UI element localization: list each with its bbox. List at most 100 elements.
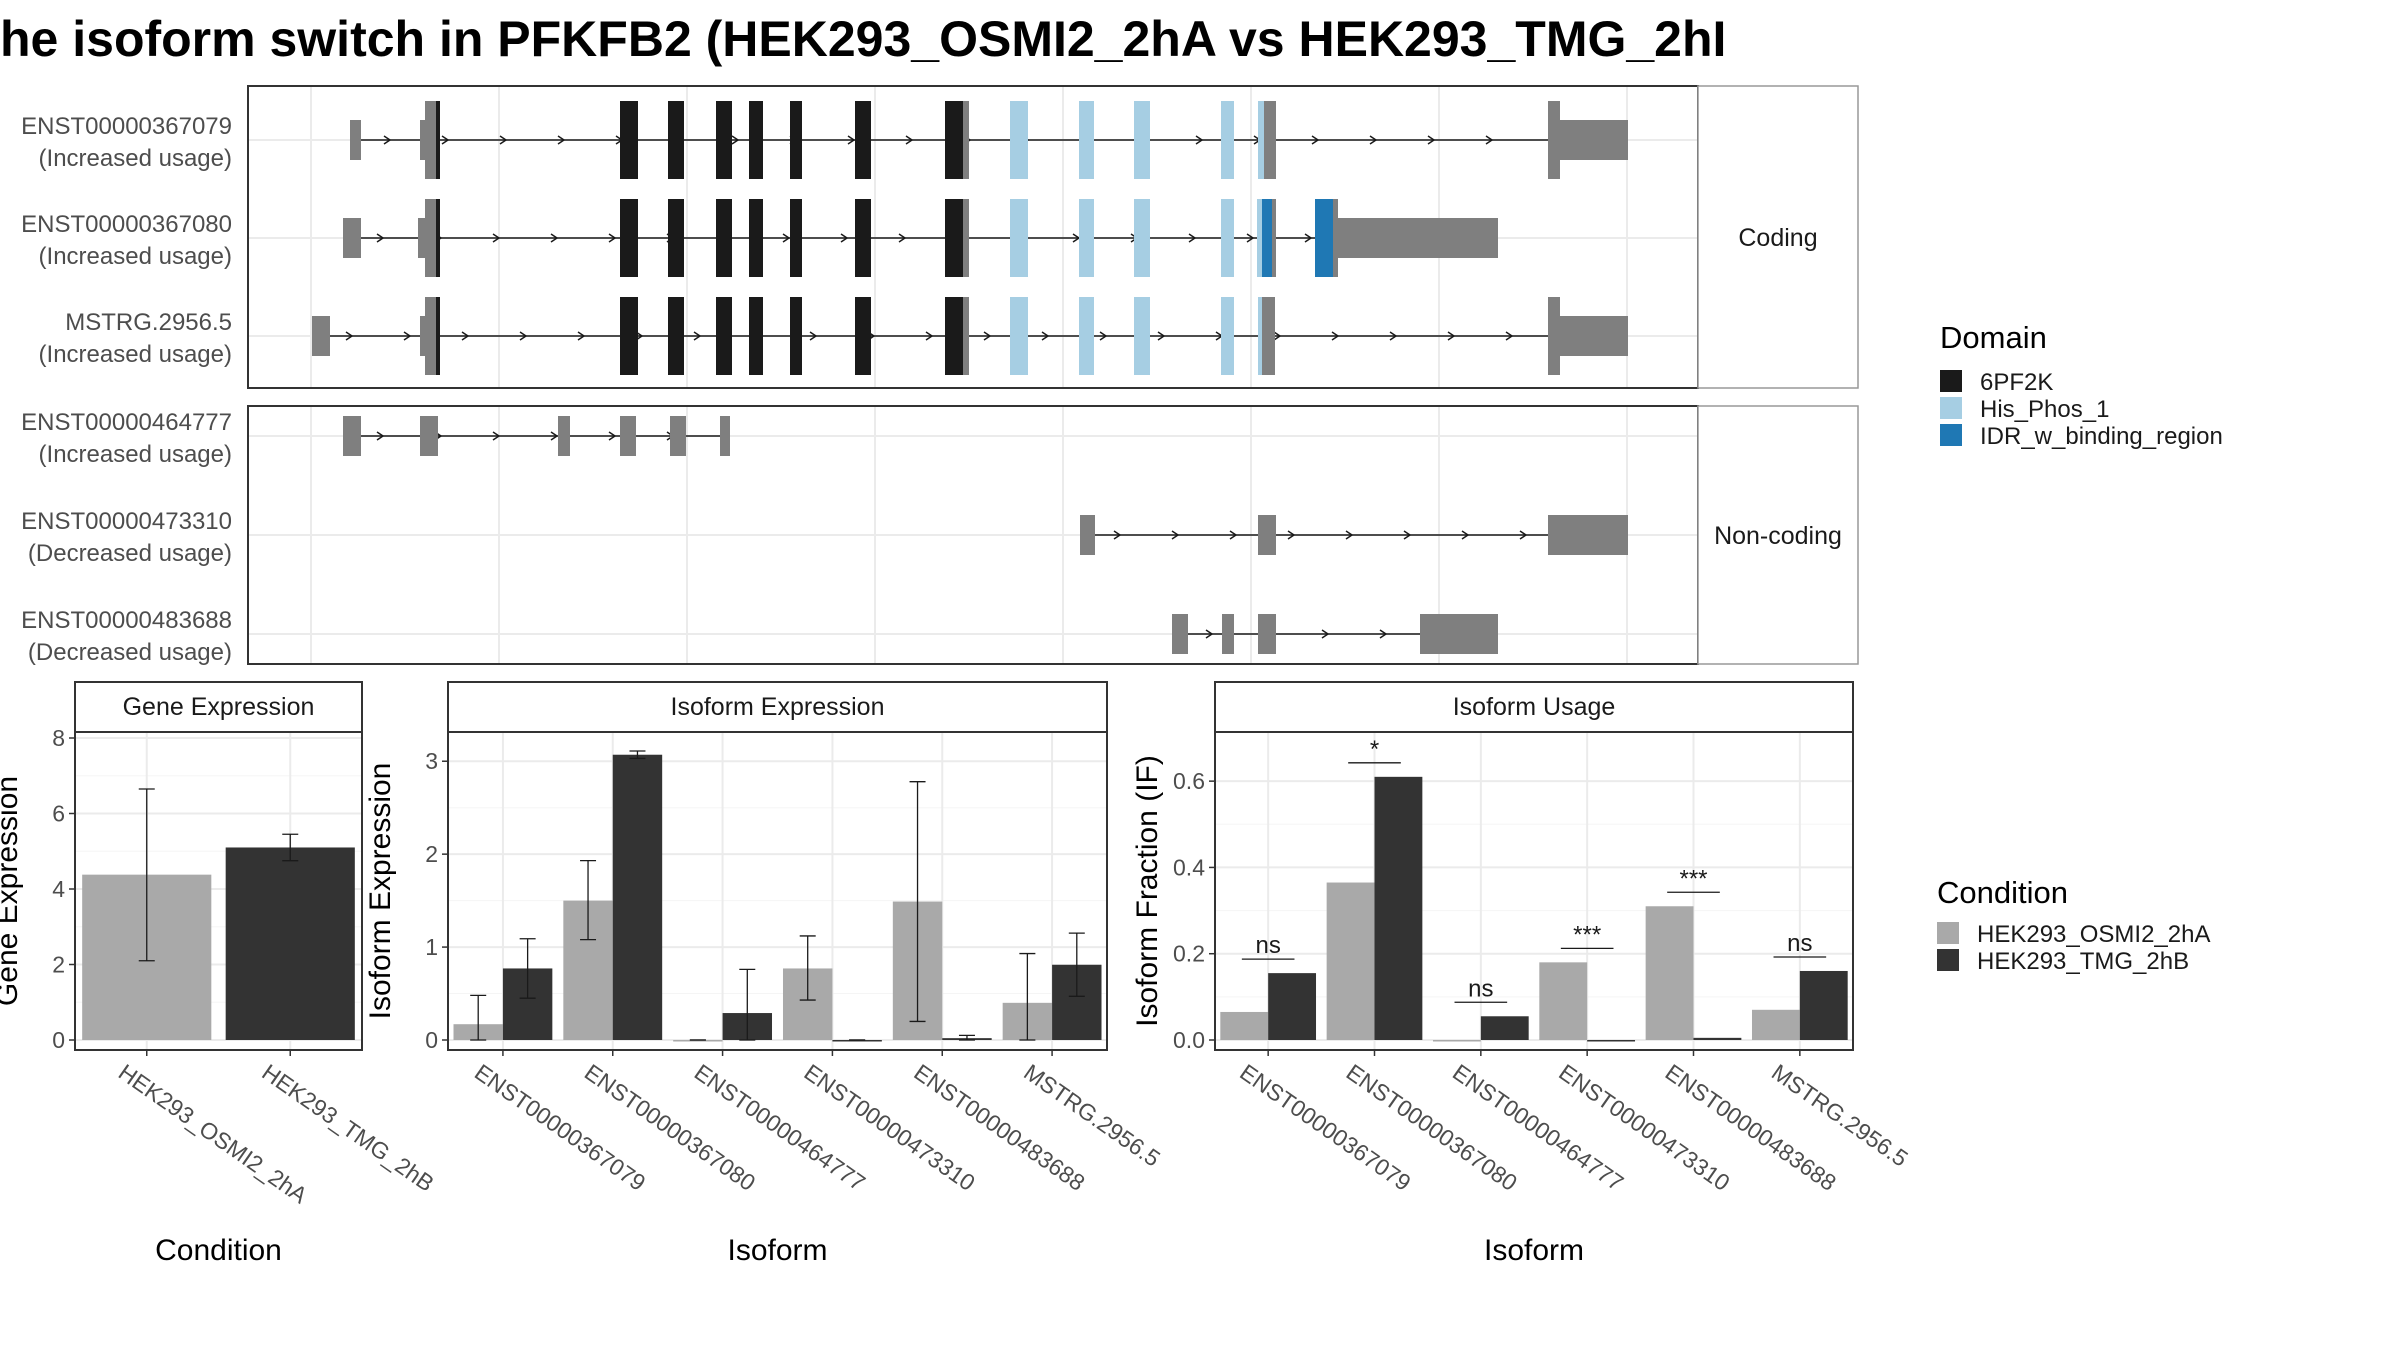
y-tick-label: 0 <box>52 1027 65 1053</box>
significance-label: ns <box>1468 975 1493 1002</box>
exon-6PF2K <box>668 199 684 277</box>
intron-arrow <box>1171 530 1180 540</box>
exon-His_Phos_1 <box>1221 199 1234 277</box>
utr <box>1560 316 1628 356</box>
intron-arrow <box>983 331 992 341</box>
intron-arrow <box>847 135 856 145</box>
intron-arrow <box>461 331 470 341</box>
intron-arrow <box>1427 135 1436 145</box>
significance-label: ns <box>1255 932 1280 959</box>
exon <box>963 199 969 277</box>
intron-arrow <box>731 135 740 145</box>
significance-label: * <box>1370 736 1379 763</box>
exon-6PF2K <box>716 199 732 277</box>
utr <box>1420 614 1498 654</box>
exon <box>425 101 438 179</box>
transcript-usage: (Increased usage) <box>39 441 232 468</box>
panel-border <box>74 731 363 1051</box>
x-tick-label: ENST00000473310 <box>1554 1059 1734 1196</box>
significance-label: *** <box>1573 921 1601 948</box>
exon <box>1258 101 1264 179</box>
exon-His_Phos_1 <box>1134 199 1150 277</box>
exon-6PF2K <box>945 101 963 179</box>
intron-arrow <box>492 233 501 243</box>
exon <box>425 199 438 277</box>
intron-arrow <box>1331 331 1340 341</box>
exon <box>1258 297 1262 375</box>
legend-domain-title: Domain <box>1940 320 2047 355</box>
intron-arrow <box>1246 233 1255 243</box>
x-tick-label: ENST00000464777 <box>1448 1059 1628 1196</box>
exon-His_Phos_1 <box>1221 101 1234 179</box>
legend-swatch <box>1937 949 1959 971</box>
panel-title: Isoform Expression <box>671 693 885 721</box>
bar <box>225 847 355 1040</box>
legend-label: HEK293_TMG_2hB <box>1977 948 2189 975</box>
intron-arrow <box>1485 135 1494 145</box>
transcript-usage: (Increased usage) <box>39 145 232 172</box>
exon <box>670 416 686 456</box>
intron-arrow <box>1041 331 1050 341</box>
y-axis-title: Gene Expression <box>0 776 24 1006</box>
exon-6PF2K <box>716 297 732 375</box>
panel-border <box>1214 731 1854 1051</box>
panel-strip <box>74 681 363 733</box>
exon-6PF2K <box>855 199 871 277</box>
exon <box>963 297 969 375</box>
intron-arrow <box>1461 530 1470 540</box>
legend-swatch <box>1940 370 1962 392</box>
transcript-name: ENST00000367079 <box>21 113 232 140</box>
y-tick-label: 0.2 <box>1173 941 1205 967</box>
y-tick-label: 0 <box>425 1027 438 1053</box>
exon-His_Phos_1 <box>1134 297 1150 375</box>
bar <box>1480 1016 1529 1040</box>
intron-arrow <box>693 331 702 341</box>
exon <box>1272 199 1276 277</box>
exon <box>1080 515 1095 555</box>
facet-strip-label: Coding <box>1738 224 1817 252</box>
exon-6PF2K <box>620 101 638 179</box>
panel-strip <box>447 681 1108 733</box>
transcript-name: ENST00000483688 <box>21 607 232 634</box>
transcript-usage: (Increased usage) <box>39 243 232 270</box>
utr <box>1560 120 1628 160</box>
plot-background <box>448 732 1107 1050</box>
x-axis-title: Condition <box>155 1234 282 1267</box>
significance-label: ns <box>1787 930 1812 957</box>
exon-His_Phos_1 <box>1010 297 1028 375</box>
x-tick-label: ENST00000367079 <box>1235 1059 1415 1196</box>
exon-6PF2K <box>945 297 963 375</box>
intron-arrow <box>608 431 617 441</box>
intron-arrow <box>608 233 617 243</box>
intron-arrow <box>1505 331 1514 341</box>
exon <box>1264 101 1276 179</box>
exon-6PF2K <box>790 199 802 277</box>
significance-label: *** <box>1679 865 1707 892</box>
intron-arrow <box>1113 530 1122 540</box>
transcript-name: ENST00000367080 <box>21 211 232 238</box>
exon-6PF2K <box>790 101 802 179</box>
exon <box>312 316 330 356</box>
exon <box>436 199 440 277</box>
legends: Domain 6PF2KHis_Phos_1IDR_w_binding_regio… <box>1937 320 2223 975</box>
legend-label: His_Phos_1 <box>1980 396 2109 423</box>
panel-title: Isoform Usage <box>1453 693 1616 721</box>
intron-arrow <box>519 331 528 341</box>
y-axis-title: Isoform Expression <box>364 763 397 1020</box>
legend-label: 6PF2K <box>1980 369 2053 396</box>
exon <box>1257 199 1262 277</box>
legend-swatch <box>1940 397 1962 419</box>
bar <box>1220 1011 1269 1040</box>
facet-strip <box>1697 405 1859 665</box>
bar <box>1645 906 1694 1040</box>
exon-His_Phos_1 <box>1079 199 1094 277</box>
intron-arrow <box>1287 530 1296 540</box>
y-tick-label: 1 <box>425 934 438 960</box>
exon <box>425 297 438 375</box>
intron-arrow <box>403 331 412 341</box>
bar <box>673 1040 723 1042</box>
exon <box>343 416 361 456</box>
exon-His_Phos_1 <box>1134 101 1150 179</box>
exon-6PF2K <box>620 199 638 277</box>
